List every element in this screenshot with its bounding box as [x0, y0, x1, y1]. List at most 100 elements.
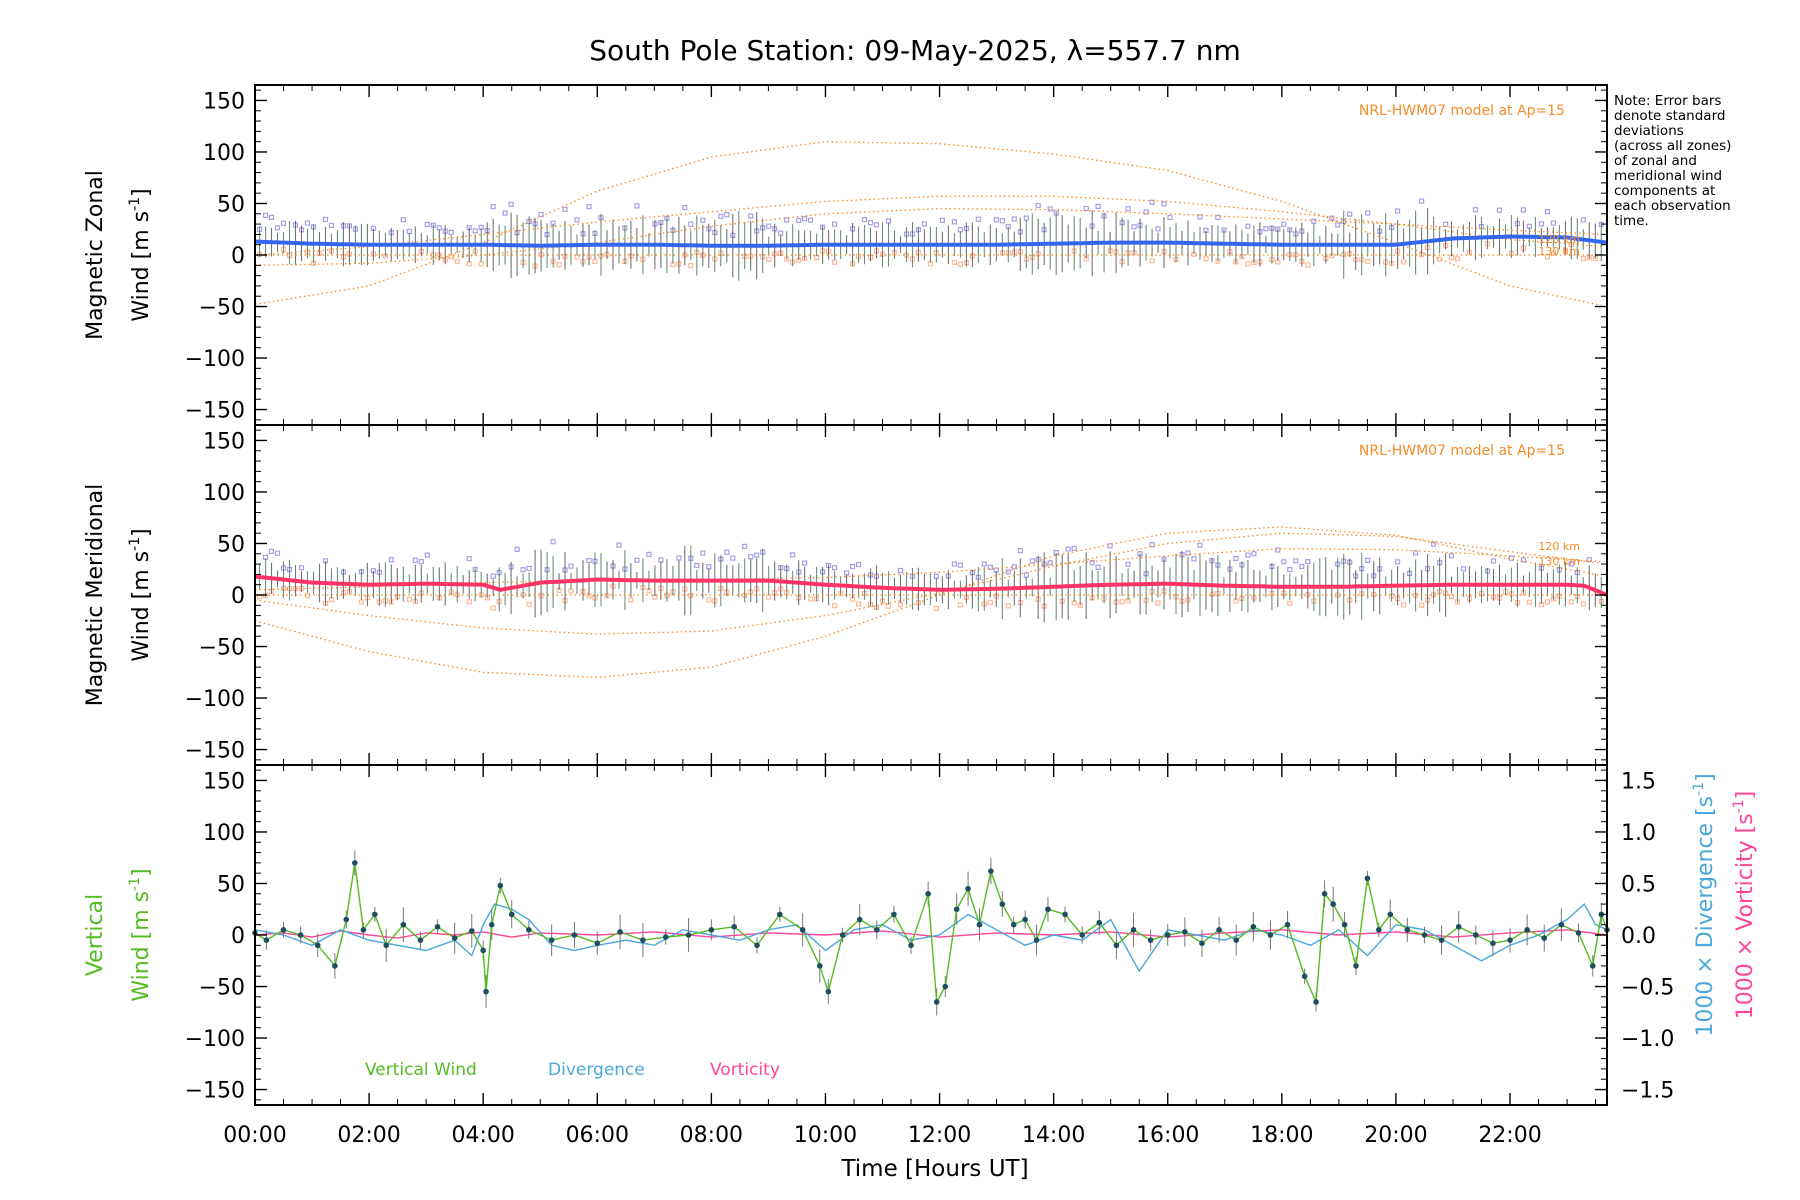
vertical-wind-point	[1541, 935, 1548, 941]
scatter-point	[1083, 205, 1089, 212]
model-curve	[254, 141, 1602, 306]
vertical-wind-point	[777, 911, 783, 918]
y-tick-label: −100	[185, 347, 245, 372]
scatter-point	[748, 213, 754, 219]
y-axis-label-exponent: -1	[127, 537, 143, 551]
vertical-wind-point	[856, 916, 863, 923]
scatter-point	[951, 259, 958, 265]
scatter-point	[1394, 208, 1401, 214]
scatter-point	[1400, 602, 1407, 608]
scatter-point	[556, 262, 562, 268]
scatter-point	[1394, 559, 1401, 565]
scatter-point	[1119, 599, 1125, 605]
right-tick-label: 0.5	[1621, 872, 1656, 897]
right-tick-label: −1.5	[1621, 1079, 1674, 1104]
y-tick-label: 0	[231, 244, 245, 269]
vertical-wind-point	[1558, 921, 1565, 928]
vertical-wind-point	[1575, 930, 1582, 936]
scatter-point	[1442, 221, 1449, 227]
scatter-point	[526, 601, 532, 607]
scatter-point	[957, 562, 964, 568]
y-axis-label-word: Wind	[129, 939, 154, 1001]
scatter-point	[1263, 226, 1269, 232]
scatter-point	[813, 255, 820, 261]
scatter-point	[454, 258, 460, 265]
vertical-wind-point	[360, 927, 367, 933]
vertical-wind-point	[839, 932, 846, 938]
note-line: of zonal and	[1614, 153, 1697, 169]
vertical-wind-point	[526, 927, 532, 933]
scatter-point	[592, 258, 598, 264]
scatter-point	[1586, 557, 1592, 563]
scatter-point	[933, 605, 940, 612]
legend-divergence: Divergence	[548, 1060, 645, 1080]
scatter-point	[700, 550, 706, 556]
scatter-point	[706, 597, 712, 603]
model-curve	[254, 195, 1602, 256]
vertical-wind-point	[874, 927, 880, 933]
scatter-point	[400, 217, 406, 223]
scatter-point	[478, 261, 484, 267]
model-curve	[254, 526, 1602, 679]
vertical-wind-point	[908, 942, 914, 949]
y-tick-label: 0	[231, 924, 245, 949]
scatter-point	[1215, 214, 1221, 220]
scatter-point	[843, 570, 850, 576]
scatter-point	[268, 548, 275, 555]
scatter-point	[724, 212, 730, 218]
scatter-point	[1131, 224, 1137, 230]
scatter-point	[1125, 206, 1131, 212]
scatter-point	[274, 225, 281, 231]
vertical-wind-point	[708, 927, 715, 933]
y-tick-label: 100	[203, 821, 245, 846]
scatter-point	[298, 565, 305, 571]
vertical-wind-point	[468, 928, 475, 934]
scatter-point	[1329, 215, 1335, 221]
scatter-point	[490, 573, 496, 579]
scatter-point	[754, 552, 760, 558]
vertical-wind-point	[594, 940, 601, 947]
vertical-wind-point	[1364, 875, 1371, 882]
scatter-point	[706, 564, 712, 570]
vertical-wind-point	[417, 937, 424, 943]
scatter-point	[951, 561, 958, 567]
panel-vertical: Vertical Wind Divergence Vorticity 1.5 1.0 0.…	[83, 764, 1758, 1106]
scatter-point	[987, 599, 993, 605]
vertical-wind-point	[816, 963, 823, 969]
right-tick-label: 0.0	[1621, 924, 1656, 949]
vertical-wind-point	[825, 988, 832, 995]
y-axis-label-close: ]	[129, 188, 154, 197]
right-tick-label: −1.0	[1621, 1027, 1674, 1052]
scatter-point	[993, 217, 999, 223]
scatter-point	[957, 227, 964, 233]
vertical-wind-point	[1341, 921, 1348, 928]
vertical-wind-point	[280, 927, 287, 933]
x-tick-label: 12:00	[908, 1123, 971, 1148]
scatter-point	[520, 567, 526, 573]
note-line: (across all zones)	[1614, 138, 1732, 154]
scatter-point	[328, 222, 334, 228]
scatter-point	[1233, 555, 1239, 562]
scatter-point	[1125, 561, 1131, 567]
scatter-point	[1365, 557, 1371, 564]
scatter-point	[304, 593, 311, 599]
scatter-point	[1580, 601, 1586, 607]
scatter-point	[1311, 218, 1317, 224]
scatter-point	[694, 562, 700, 569]
vertical-wind-point	[1147, 937, 1154, 943]
scatter-point	[724, 549, 730, 555]
vertical-wind-point	[400, 921, 407, 928]
y-tick-label: −100	[185, 1027, 245, 1052]
y-tick-label: 50	[217, 532, 245, 557]
scatter-point	[1245, 552, 1251, 558]
scatter-point	[1400, 259, 1407, 265]
scatter-point	[268, 214, 275, 220]
y-axis-label-line2: Wind [m s-1]	[127, 528, 154, 661]
x-tick-label: 14:00	[1022, 1123, 1085, 1148]
scatter-point	[885, 603, 892, 609]
y-axis-label-word: Wind	[129, 259, 154, 321]
y-axis-label-close: ]	[129, 528, 154, 537]
scatter-point	[274, 550, 281, 556]
model-curve	[254, 532, 1602, 635]
scatter-point	[897, 602, 904, 608]
